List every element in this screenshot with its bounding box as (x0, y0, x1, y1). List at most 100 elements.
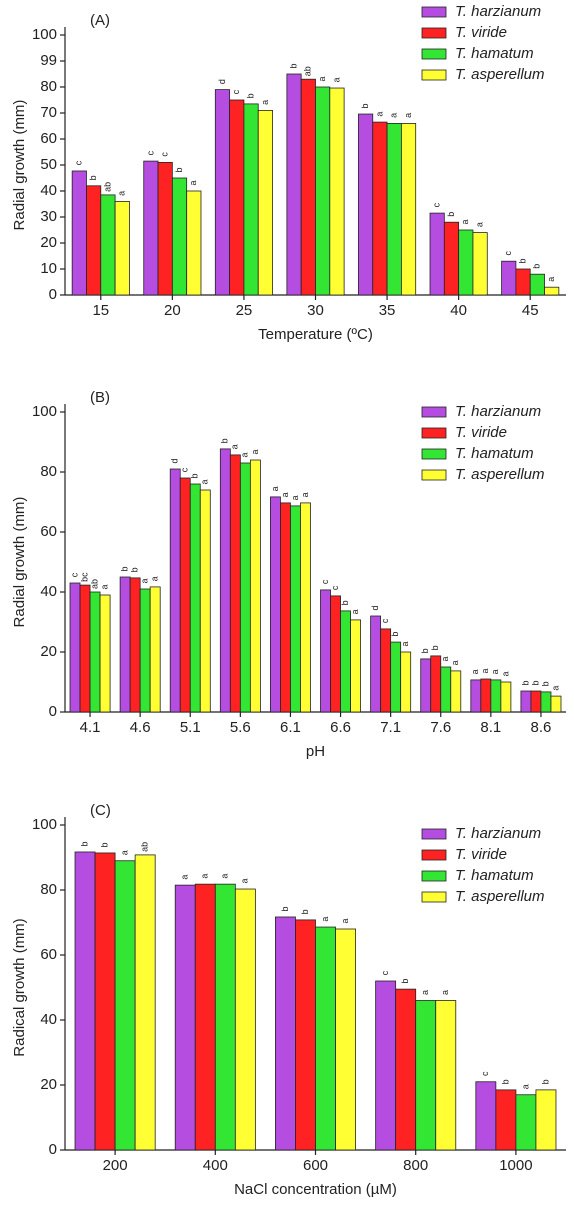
significance-letter: a (420, 990, 430, 995)
significance-letter: b (130, 567, 140, 572)
bar (500, 681, 512, 713)
bar (475, 1081, 497, 1151)
significance-letter: a (180, 875, 190, 880)
bar (358, 113, 374, 296)
significance-letter: a (240, 879, 250, 884)
bar (540, 691, 552, 713)
significance-letter: b (190, 473, 200, 478)
significance-letter: b (174, 167, 184, 172)
significance-letter: b (99, 842, 109, 847)
bar (290, 505, 301, 713)
x-tick-label: 4.6 (130, 719, 151, 736)
legend-label: T. harzianum (455, 403, 541, 420)
legend-label: T. viride (455, 24, 507, 41)
legend-label: T. asperellum (455, 66, 545, 83)
legend-swatch (421, 448, 447, 460)
y-tick-label: 40 (40, 182, 57, 199)
significance-letter: b (119, 566, 129, 571)
bar (515, 1094, 537, 1151)
significance-letter: c (74, 160, 84, 165)
significance-letter: b (288, 63, 298, 68)
significance-letter: b (400, 979, 410, 984)
significance-letter: b (420, 648, 430, 653)
bar (89, 591, 101, 713)
x-tick-label: 800 (403, 1157, 428, 1174)
x-tick-label: 40 (450, 302, 467, 319)
legend-swatch (421, 27, 447, 39)
significance-letter: a (520, 1084, 530, 1089)
bar (275, 916, 296, 1151)
bar (169, 468, 181, 713)
bar (69, 582, 81, 713)
bar (300, 502, 311, 713)
significance-letter: ab (303, 66, 313, 76)
x-tick-label: 7.1 (380, 719, 401, 736)
x-tick-label: 15 (92, 302, 109, 319)
y-tick-label: 0 (49, 703, 57, 720)
bar (114, 860, 136, 1151)
significance-letter: b (300, 909, 310, 914)
y-tick-label: 80 (40, 463, 57, 480)
bar (119, 576, 131, 713)
significance-letter: a (150, 576, 160, 581)
bar (86, 185, 102, 296)
significance-letter: c (380, 618, 390, 623)
significance-letter: a (340, 918, 350, 923)
bar (189, 483, 201, 713)
legend-swatch (421, 6, 447, 18)
significance-letter: a (290, 495, 300, 500)
x-tick-label: 400 (203, 1157, 228, 1174)
significance-letter: c (180, 467, 190, 472)
bar (330, 595, 341, 713)
legend-label: T. harzianum (455, 825, 541, 842)
y-tick-label: 99 (40, 52, 57, 69)
bar (435, 1000, 457, 1151)
y-tick-label: 70 (40, 104, 57, 121)
bar (395, 988, 417, 1151)
x-tick-label: 25 (236, 302, 253, 319)
x-tick-label: 1000 (499, 1157, 532, 1174)
legend-swatch (421, 870, 447, 882)
significance-letter: a (480, 668, 490, 673)
bar (174, 884, 196, 1151)
significance-letter: b (430, 645, 440, 650)
significance-letter: b (532, 264, 542, 269)
bar (329, 87, 345, 296)
x-axis-label: pH (306, 743, 325, 760)
significance-letter: b (88, 175, 98, 180)
x-tick-label: 20 (164, 302, 181, 319)
x-tick-label: 8.6 (531, 719, 552, 736)
legend-label: T. asperellum (455, 466, 545, 483)
bar (501, 260, 517, 296)
significance-letter: a (119, 850, 129, 855)
bar (300, 78, 316, 296)
bar (286, 73, 302, 296)
x-tick-label: 200 (103, 1157, 128, 1174)
y-tick-label: 40 (40, 583, 57, 600)
x-tick-label: 6.1 (280, 719, 301, 736)
legend-label: T. viride (455, 846, 507, 863)
significance-letter: ab (89, 579, 99, 589)
bar (100, 194, 116, 296)
legend-swatch (421, 849, 447, 861)
bar (400, 651, 412, 713)
bar (529, 273, 545, 296)
significance-letter: a (490, 669, 500, 674)
bar (550, 695, 562, 713)
significance-letter: b (280, 906, 290, 911)
significance-letter: a (250, 449, 260, 454)
bar (229, 454, 241, 713)
significance-letter: a (374, 112, 384, 117)
significance-letter: a (389, 113, 399, 118)
significance-letter: a (500, 671, 510, 676)
bar (114, 200, 130, 296)
bar (544, 286, 560, 296)
legend-label: T. harzianum (455, 3, 541, 20)
x-tick-label: 5.1 (180, 719, 201, 736)
significance-letter: b (245, 93, 255, 98)
significance-letter: c (480, 1071, 490, 1076)
legend-swatch (421, 69, 447, 81)
legend-swatch (421, 48, 447, 60)
bar (214, 89, 231, 296)
y-tick-label: 20 (40, 643, 57, 660)
